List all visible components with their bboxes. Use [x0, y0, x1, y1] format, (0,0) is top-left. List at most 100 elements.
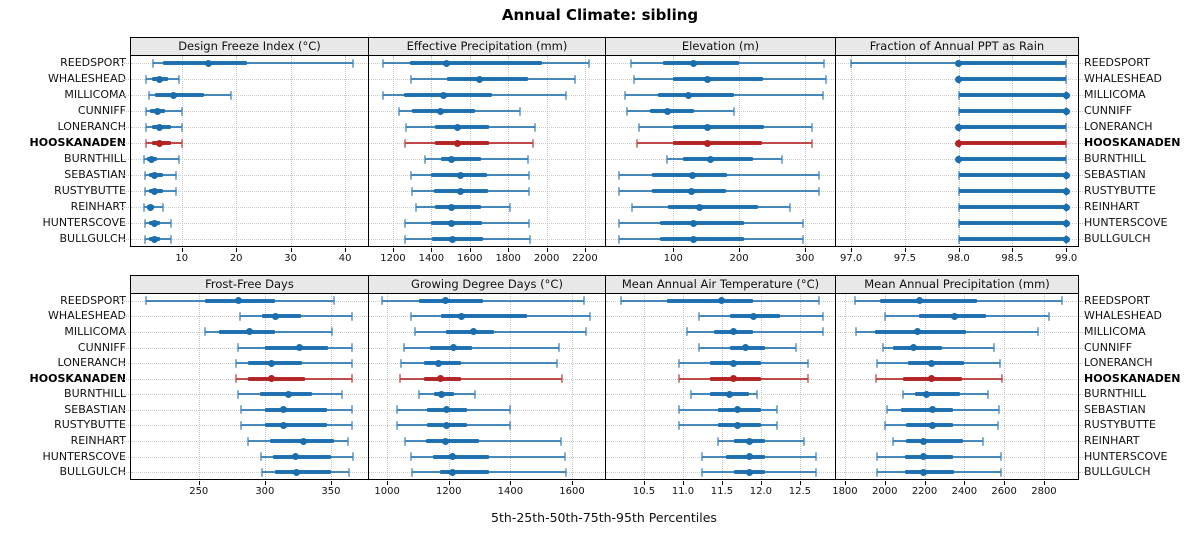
site-label-left: REEDSPORT	[60, 293, 126, 307]
axis-tick	[924, 481, 926, 485]
median-dot	[696, 203, 704, 211]
whisker-cap-low	[204, 327, 207, 337]
row-guide	[131, 143, 367, 144]
whisker-cap-high	[352, 452, 355, 462]
panel-header: Growing Degree Days (°C)	[368, 275, 605, 293]
interquartile-band	[725, 454, 765, 459]
whisker-cap-low	[678, 420, 681, 430]
median-dot	[448, 203, 456, 211]
row-guide-stub-left	[122, 159, 129, 160]
whisker-cap-low	[381, 296, 384, 306]
whisker-cap-low	[697, 311, 700, 321]
gridline-vertical	[448, 294, 450, 479]
whisker-cap-high	[817, 170, 820, 180]
whisker-cap-high	[561, 374, 564, 384]
median-dot	[448, 453, 456, 461]
site-label-right: LONERANCH	[1084, 120, 1153, 133]
median-dot	[1062, 219, 1070, 227]
median-dot	[688, 171, 696, 179]
whisker-cap-high	[999, 358, 1002, 368]
median-dot	[151, 219, 158, 227]
whisker-cap-low	[403, 218, 406, 228]
median-dot	[442, 297, 450, 305]
percentile-whisker	[404, 346, 560, 349]
axis-tick	[1004, 481, 1006, 485]
whisker-cap-high	[795, 343, 798, 353]
site-label-right: BULLGULCH	[1084, 232, 1151, 245]
axis-tick-label: 300	[795, 253, 815, 264]
median-dot	[718, 297, 726, 305]
median-dot	[684, 91, 692, 99]
panel-header: Frost-Free Days	[130, 275, 368, 293]
whisker-cap-low	[382, 58, 385, 68]
median-dot	[435, 359, 443, 367]
row-guide	[131, 127, 367, 128]
whisker-cap-high	[509, 420, 512, 430]
site-label-left: BURNTHILL	[64, 152, 126, 165]
axis-tick-label: 2800	[1031, 486, 1057, 497]
site-label-left: WHALESHEAD	[48, 72, 126, 85]
whisker-cap-low	[237, 389, 240, 399]
axis-tick	[387, 481, 389, 485]
axis-tick	[682, 481, 684, 485]
row-guide-stub-right	[1079, 223, 1085, 224]
axis-tick-label: 2200	[572, 253, 598, 264]
whisker-cap-high	[534, 122, 537, 132]
row-guide-stub-right	[1079, 143, 1085, 144]
whisker-cap-low	[618, 170, 621, 180]
whisker-cap-low	[397, 106, 400, 116]
whisker-cap-low	[417, 389, 420, 399]
gridline-vertical	[585, 56, 587, 246]
whisker-cap-high	[775, 405, 778, 415]
axis-tick	[181, 248, 183, 252]
axis-tick	[844, 481, 846, 485]
whisker-cap-high	[529, 234, 532, 244]
interquartile-band	[660, 237, 744, 241]
axis-tick	[330, 481, 332, 485]
axis-tick	[572, 481, 574, 485]
axis-tick-label: 1600	[559, 486, 585, 497]
axis-tick-label: 98.5	[1001, 253, 1024, 264]
panel-plot-area	[835, 55, 1079, 247]
median-dot	[955, 123, 963, 131]
site-label-left: HUNTERSCOVE	[42, 216, 126, 229]
whisker-cap-high	[351, 420, 354, 430]
site-label-right: LONERANCH	[1084, 356, 1153, 370]
gridline-vertical	[851, 56, 853, 246]
whisker-cap-high	[331, 327, 334, 337]
whisker-cap-low	[143, 218, 146, 228]
site-label-left: CUNNIFF	[77, 340, 126, 354]
whisker-cap-low	[411, 186, 414, 196]
percentile-whisker	[400, 377, 563, 380]
whisker-cap-high	[351, 405, 354, 415]
site-label-left: MILLICOMA	[64, 88, 126, 101]
median-dot	[170, 91, 178, 99]
axis-tick	[851, 248, 853, 252]
median-dot	[914, 328, 922, 336]
axis-tick-label: 1800	[495, 253, 521, 264]
whisker-cap-low	[415, 202, 417, 212]
site-label-left: LONERANCH	[57, 356, 126, 370]
panel-plot-area	[130, 293, 368, 480]
row-guide-stub-right	[1079, 394, 1085, 396]
whisker-cap-low	[261, 467, 264, 477]
gridline-vertical	[673, 56, 675, 246]
gridline-vertical	[1004, 294, 1006, 479]
median-dot	[730, 375, 738, 383]
median-dot	[205, 59, 213, 67]
whisker-cap-low	[853, 296, 856, 306]
axis-tick-label: 1600	[457, 253, 483, 264]
whisker-cap-low	[618, 218, 621, 228]
percentiles-caption: 5th-25th-50th-75th-95th Percentiles	[491, 510, 717, 525]
median-dot	[745, 453, 753, 461]
axis-tick	[469, 248, 471, 252]
whisker-cap-high	[1065, 154, 1068, 164]
whisker-cap-high	[509, 405, 512, 415]
row-guide	[131, 207, 367, 208]
whisker-cap-high	[528, 170, 531, 180]
interquartile-band	[435, 125, 489, 129]
gridline-vertical	[345, 56, 347, 246]
gridline-vertical	[392, 56, 394, 246]
median-dot	[741, 344, 749, 352]
